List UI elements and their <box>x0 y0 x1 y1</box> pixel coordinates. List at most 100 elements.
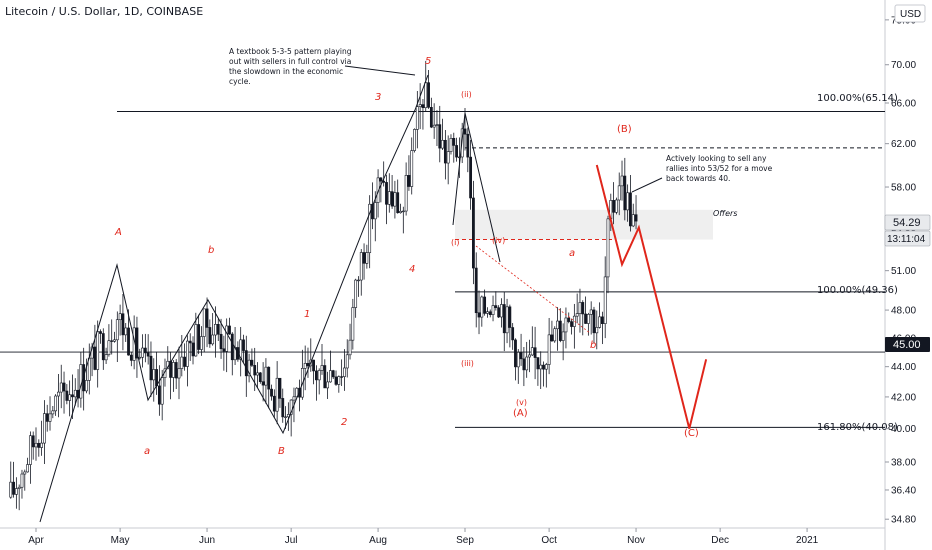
candle-body <box>595 327 599 334</box>
action-note-pointer <box>631 177 663 193</box>
candle-body <box>387 191 391 205</box>
price-tick-label: 62.00 <box>891 139 916 150</box>
candle-body <box>480 296 484 318</box>
candle-body <box>589 309 593 315</box>
candle-body <box>242 339 245 351</box>
price-tick-label: 48.00 <box>891 306 916 317</box>
candle-body <box>519 352 523 360</box>
candle-body <box>343 367 346 377</box>
fib-label-top: 100.00%(65.14) <box>817 93 898 104</box>
candle-body <box>634 214 638 222</box>
candle-body <box>323 365 327 389</box>
candle-body <box>373 202 377 220</box>
last-price-badge-bg <box>884 214 931 231</box>
candle-body <box>34 442 38 448</box>
candle-body <box>101 333 105 361</box>
wave-label-B: B <box>278 446 285 457</box>
candle-body <box>107 340 111 355</box>
projection-path <box>595 164 708 429</box>
candle-body <box>197 324 201 350</box>
candle-body <box>275 377 279 412</box>
candle-body <box>314 370 318 381</box>
candle-body <box>54 395 58 412</box>
candle-body <box>281 398 285 418</box>
candle-body <box>183 356 187 367</box>
candle-body <box>407 175 411 187</box>
candle-body <box>606 218 610 278</box>
candle-body <box>214 324 217 336</box>
candle-body <box>600 316 604 324</box>
wave-label-a: a <box>144 446 150 457</box>
candle-body <box>191 342 195 357</box>
candle-body <box>340 376 344 378</box>
candle-body <box>612 200 616 213</box>
candle-body <box>118 313 122 321</box>
candle-body <box>427 82 430 108</box>
candle-body <box>225 325 229 352</box>
candle-body <box>348 339 352 356</box>
candle-body <box>180 356 184 369</box>
candle-body <box>65 390 69 401</box>
candle-body <box>508 306 512 328</box>
time-tick-label: Apr <box>28 535 44 546</box>
currency-button-bg[interactable] <box>894 4 926 23</box>
candle-body <box>239 339 243 360</box>
candle-body <box>256 372 259 376</box>
candle-body <box>216 324 220 335</box>
wave-label-b: b <box>208 245 214 256</box>
candle-body <box>45 413 49 422</box>
line-price-value: 45.00 <box>893 339 921 351</box>
candle-body <box>631 214 635 227</box>
chart-title: Litecoin / U.S. Dollar, 1D, COINBASE <box>5 5 203 18</box>
candle-body <box>138 356 142 359</box>
currency-label[interactable]: USD <box>900 9 921 20</box>
wave-label-big-B: (B) <box>617 124 632 135</box>
candle-body <box>244 350 248 377</box>
candle-body <box>424 82 428 109</box>
currency-button[interactable]: USD <box>894 4 926 23</box>
candle-body <box>615 199 618 213</box>
candle-body <box>31 435 35 448</box>
candle-body <box>494 305 498 308</box>
candle-body <box>561 331 565 341</box>
time-axis[interactable]: Apr May Jun Jul Aug Sep Oct Nov Dec 2021 <box>28 528 819 546</box>
candle-body <box>99 331 102 334</box>
candle-body <box>564 317 568 333</box>
candle-body <box>43 413 46 444</box>
candle-body <box>104 354 108 361</box>
candle-body <box>553 328 557 342</box>
candle-body <box>385 182 388 205</box>
candle-body <box>542 364 545 370</box>
corrective-wave-line <box>452 112 501 263</box>
candle-body <box>289 399 293 415</box>
candle-body <box>449 138 453 152</box>
candle-body <box>390 191 394 207</box>
candle-body <box>354 279 358 308</box>
candle-body <box>121 313 125 336</box>
candle-body <box>432 124 436 128</box>
candle-body <box>570 321 573 327</box>
candle-body <box>149 355 153 381</box>
candle-body <box>539 364 543 370</box>
candle-body <box>228 325 231 335</box>
wave-label-5: 5 <box>425 56 431 67</box>
candle-body <box>57 391 60 397</box>
candle-body <box>124 327 128 336</box>
price-tick-label: 58.00 <box>891 183 916 194</box>
candle-body <box>12 481 15 495</box>
candle-body <box>533 347 537 358</box>
candle-body <box>530 347 534 356</box>
candle-body <box>572 315 576 327</box>
time-tick-label: 2021 <box>796 535 819 546</box>
wave-label-2: 2 <box>341 417 347 428</box>
candle-body <box>455 145 458 158</box>
candle-body <box>415 106 419 130</box>
offers-zone-rect <box>455 209 713 240</box>
candle-body <box>157 385 161 405</box>
wave-label-iii: (iii) <box>461 359 474 368</box>
action-note-line-2: rallies into 53/52 for a move <box>666 164 773 173</box>
fib-label-ext: 161.80%(40.08) <box>817 422 898 433</box>
price-tick-label: 70.00 <box>891 60 916 71</box>
wave-label-A: A <box>114 227 122 238</box>
